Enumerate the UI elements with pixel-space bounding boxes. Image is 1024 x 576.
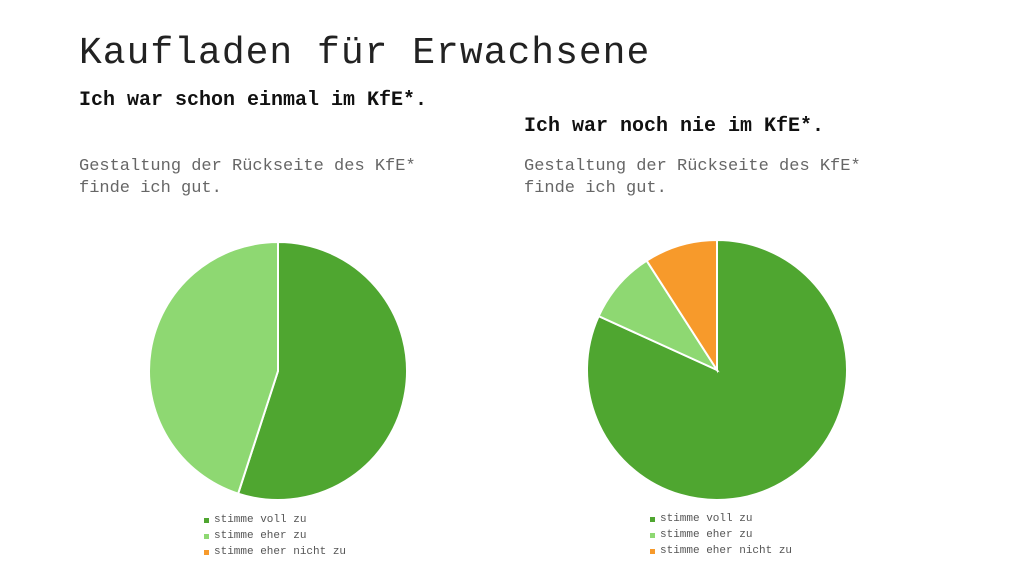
legend-label: stimme voll zu (660, 513, 753, 525)
pie-slice-stimme-eher-zu (148, 240, 279, 495)
pie-chart-left (148, 240, 408, 501)
legend-swatch (650, 516, 655, 522)
legend-left: stimme voll zu stimme eher zu stimme eher … (204, 512, 346, 560)
pie-chart-right (586, 238, 848, 501)
slide-title: Kaufladen für Erwachsene (79, 32, 651, 75)
legend-label: stimme eher zu (214, 530, 307, 542)
legend-item: stimme voll zu (650, 511, 792, 527)
legend-item: stimme voll zu (204, 512, 346, 528)
pie-slice-stimme-eher-nicht-zu (645, 238, 718, 374)
legend-label: stimme eher nicht zu (214, 546, 347, 558)
chart-title-right: Ich war noch nie im KfE*. (524, 115, 825, 138)
legend-label: stimme eher nicht zu (660, 545, 793, 557)
pie-slice-stimme-voll-zu (586, 238, 848, 501)
legend-item: stimme eher zu (650, 527, 792, 543)
chart-subtitle-left: Gestaltung der Rückseite des KfE* finde … (79, 157, 416, 198)
pie-slice-stimme-voll-zu (236, 240, 408, 501)
legend-right: stimme voll zu stimme eher zu stimme eher … (650, 511, 792, 559)
chart-subtitle-right: Gestaltung der Rückseite des KfE* finde … (524, 157, 861, 198)
legend-item: stimme eher nicht zu (204, 544, 346, 560)
legend-swatch (204, 549, 209, 555)
legend-swatch (650, 548, 655, 554)
legend-label: stimme eher zu (660, 529, 753, 541)
legend-swatch (204, 517, 209, 523)
legend-label: stimme voll zu (214, 514, 307, 526)
legend-item: stimme eher nicht zu (650, 543, 792, 559)
chart-title-left: Ich war schon einmal im KfE*. (79, 89, 428, 112)
legend-item: stimme eher zu (204, 528, 346, 544)
chart-panel-right: Ich war noch nie im KfE*. Gestaltung der… (524, 88, 944, 200)
chart-panel-left: Ich war schon einmal im KfE*. Gestaltung… (79, 88, 499, 200)
legend-swatch (650, 532, 655, 538)
legend-swatch (204, 533, 209, 539)
